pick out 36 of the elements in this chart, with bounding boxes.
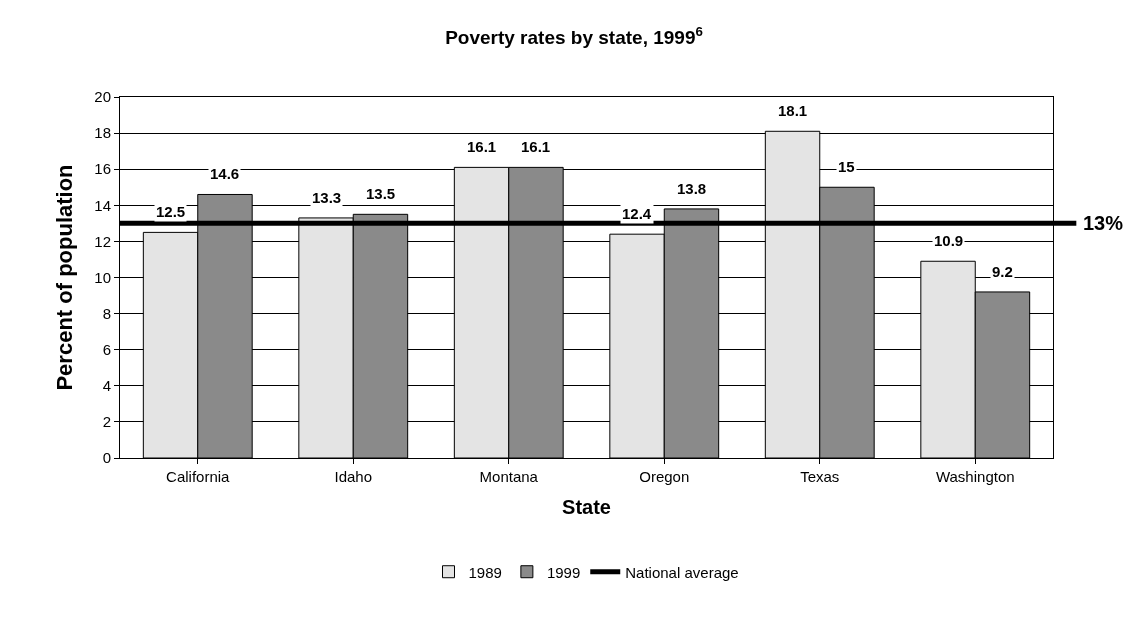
data-label: 15: [838, 158, 855, 175]
y-tick-label: 10: [94, 268, 111, 286]
data-label: 10.9: [934, 232, 964, 249]
legend-label: 1999: [546, 563, 581, 581]
x-tick-label: Texas: [800, 468, 840, 485]
legend-label: 1989: [468, 563, 502, 581]
y-tick-label: 12: [94, 232, 111, 250]
y-tick-label: 18: [94, 124, 111, 142]
y-tick-label: 2: [102, 413, 111, 431]
text: 13%: [1083, 212, 1124, 234]
chart-title: Poverty rates by state, 1999$^{6}$: [445, 24, 703, 49]
legend-label: National average: [625, 563, 739, 581]
data-label: 12.4: [622, 205, 652, 222]
data-label: 13.5: [366, 185, 396, 202]
y-tick-label: 16: [94, 160, 111, 178]
data-label: 9.2: [992, 263, 1013, 280]
data-label: 13.3: [312, 189, 342, 206]
data-label: 16.1: [521, 138, 551, 155]
x-tick-label: California: [166, 468, 231, 485]
x-tick-label: Idaho: [334, 468, 373, 485]
y-tick-label: 14: [94, 196, 111, 214]
x-tick-label: Montana: [479, 468, 539, 485]
data-label: 14.6: [210, 165, 240, 182]
x-tick-label: Oregon: [639, 468, 690, 485]
y-tick-label: 4: [102, 377, 111, 395]
y-tick-label: 8: [102, 304, 111, 322]
data-label: 12.5: [156, 203, 186, 220]
y-tick-label: 0: [102, 449, 111, 467]
x-axis-title: State: [562, 495, 611, 518]
y-tick-label: 6: [102, 340, 111, 358]
y-tick-label: 20: [94, 88, 111, 106]
data-label: 18.1: [778, 102, 808, 119]
y-axis-title: Percent of population: [52, 164, 78, 391]
x-tick-label: Washington: [935, 468, 1015, 485]
data-label: 13.8: [677, 180, 707, 197]
data-label: 16.1: [467, 138, 497, 155]
